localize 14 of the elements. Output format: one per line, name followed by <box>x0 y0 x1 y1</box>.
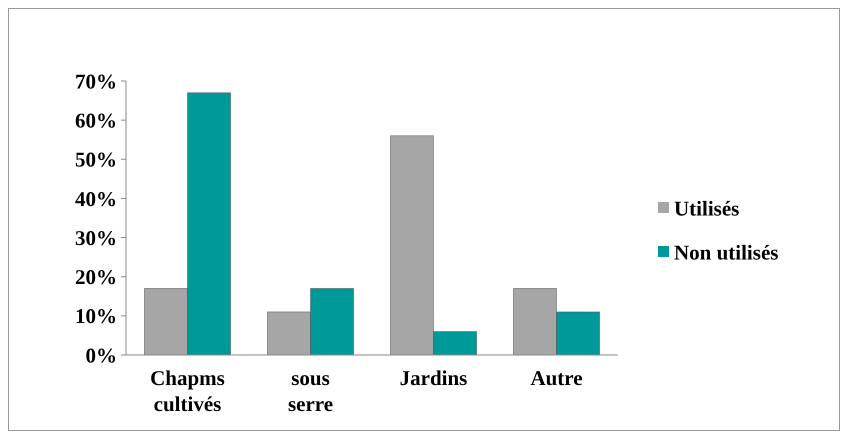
x-tick-label: Autre <box>530 366 583 390</box>
y-tick-label: 0% <box>86 343 117 368</box>
y-tick-label: 50% <box>75 148 117 172</box>
x-tick-label: Chapms cultivés <box>150 366 225 416</box>
y-tick-label: 10% <box>75 304 117 328</box>
y-tick-label: 30% <box>75 226 117 250</box>
legend-label: Utilisés <box>674 196 740 220</box>
x-tick-label: Jardins <box>400 366 468 390</box>
y-tick-label: 70% <box>75 69 117 94</box>
legend-label: Non utilisés <box>674 240 778 264</box>
y-tick-label: 60% <box>75 108 117 132</box>
y-tick-label: 40% <box>75 186 117 211</box>
y-tick-label: 20% <box>75 265 117 290</box>
x-tick-label: sous serre <box>288 366 334 416</box>
